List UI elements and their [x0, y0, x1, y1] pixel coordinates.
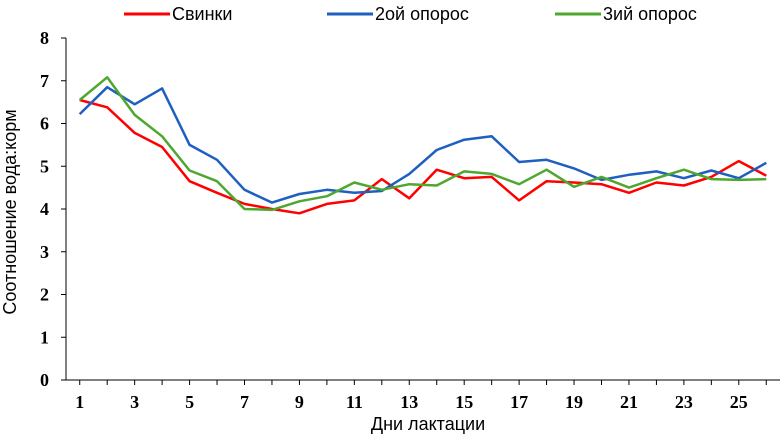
y-tick-label: 0: [40, 370, 49, 390]
x-tick-label: 17: [510, 392, 528, 412]
series-line-1: [79, 98, 767, 215]
x-tick-label: 5: [185, 392, 194, 412]
y-tick-label: 4: [40, 199, 49, 219]
legend-label-1: Свинки: [172, 4, 233, 24]
y-tick-label: 3: [40, 242, 49, 262]
x-tick-label: 13: [400, 392, 418, 412]
x-axis-title: Дни лактации: [371, 414, 485, 434]
series-lines: [78, 76, 767, 215]
x-tick-label: 3: [130, 392, 139, 412]
series-line-3: [78, 76, 767, 212]
y-axis-title: Соотношение вода:корм: [0, 109, 20, 314]
legend: Свинки 2ой опорос 3ий опорос: [124, 4, 697, 24]
y-tick-label: 5: [40, 156, 49, 176]
y-tick-label: 2: [40, 285, 49, 305]
x-tick-label: 25: [730, 392, 748, 412]
axes: [65, 38, 780, 381]
y-tick-label: 7: [40, 71, 49, 91]
x-tick-label: 1: [75, 392, 84, 412]
y-tick-label: 8: [40, 28, 49, 48]
legend-label-3: 3ий опорос: [603, 4, 697, 24]
x-tick-label: 9: [295, 392, 304, 412]
x-tick-label: 19: [565, 392, 583, 412]
y-tick-label: 6: [40, 114, 49, 134]
x-tick-label: 15: [455, 392, 473, 412]
legend-label-2: 2ой опорос: [375, 4, 469, 24]
x-tick-label: 23: [675, 392, 693, 412]
x-tick-label: 11: [346, 392, 363, 412]
x-ticks: 1 3 5 7 9 11 13 15 17 19 21 23 25: [75, 380, 767, 412]
x-tick-label: 7: [240, 392, 249, 412]
y-tick-label: 1: [40, 327, 49, 347]
y-ticks: 0 1 2 3 4 5 6 7 8: [40, 28, 66, 390]
series-line-2: [78, 85, 767, 204]
x-tick-label: 21: [620, 392, 638, 412]
